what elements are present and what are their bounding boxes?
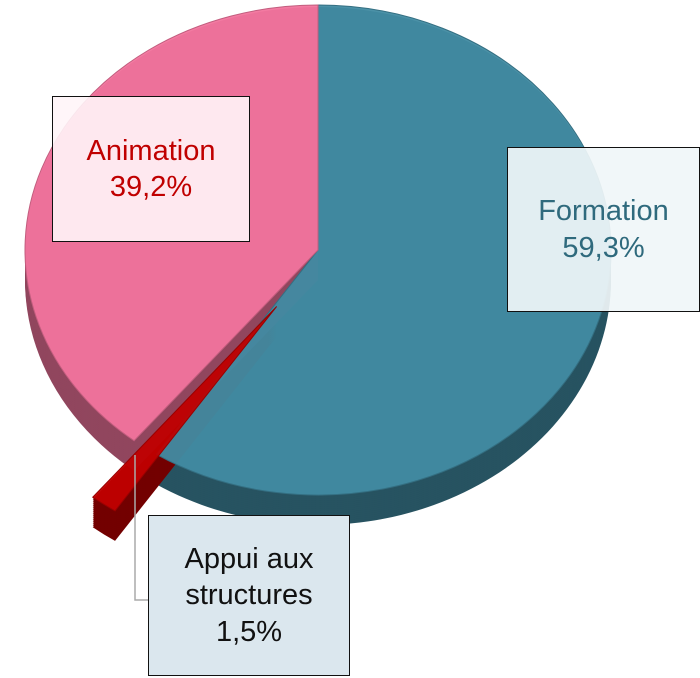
slice <box>155 4 612 496</box>
label-value: 1,5% <box>215 615 283 648</box>
label-name: Formation <box>538 195 669 228</box>
data-label: Animation 39,2% <box>52 96 250 242</box>
data-label: Formation 59,3% <box>507 147 700 312</box>
data-label: Appui aux structures 1,5% <box>148 515 350 676</box>
label-value: 39,2% <box>109 171 193 203</box>
slice <box>91 306 278 512</box>
label-value: 59,3% <box>562 231 645 264</box>
label-name: Animation <box>86 134 216 167</box>
label-name: Appui aux structures <box>184 543 314 612</box>
leader-line <box>134 455 148 601</box>
